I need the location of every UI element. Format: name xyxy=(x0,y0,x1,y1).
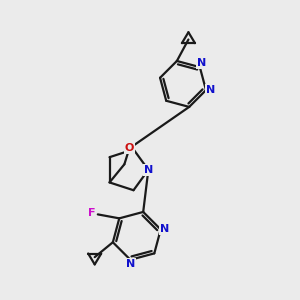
Text: N: N xyxy=(126,259,135,269)
Text: N: N xyxy=(144,165,153,175)
Text: N: N xyxy=(206,85,215,95)
Text: F: F xyxy=(88,208,96,218)
Text: N: N xyxy=(160,224,169,235)
Text: O: O xyxy=(124,143,134,153)
Text: N: N xyxy=(197,58,206,68)
